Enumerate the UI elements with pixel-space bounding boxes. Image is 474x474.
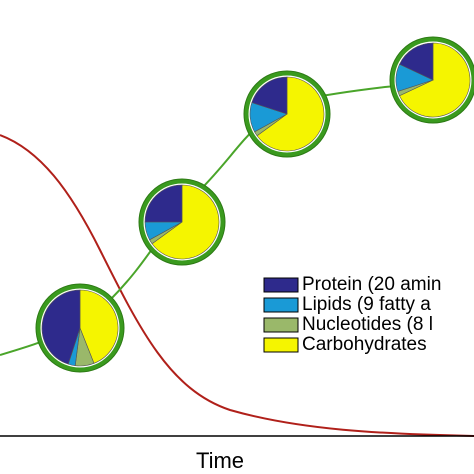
decline-curve [0,134,474,437]
legend-label: Protein (20 amin [302,274,441,295]
pie-slice [151,184,220,260]
legend-swatch [263,297,299,313]
pie-slice [399,42,471,118]
legend-label: Carbohydrates [302,334,427,355]
pies [35,36,474,373]
pie-slice [79,289,119,364]
legend-swatch [263,337,299,353]
pie-slice [41,289,81,365]
pie-slice [251,76,288,115]
pie-slice [144,184,183,223]
pie-slice [256,76,325,152]
legend-swatch [263,317,299,333]
legend-label: Nucleotides (8 l [302,314,433,335]
pie-slice [399,42,434,81]
legend-label: Lipids (9 fatty a [302,294,431,315]
legend-swatch [263,277,299,293]
axis-label: Time [196,448,244,473]
